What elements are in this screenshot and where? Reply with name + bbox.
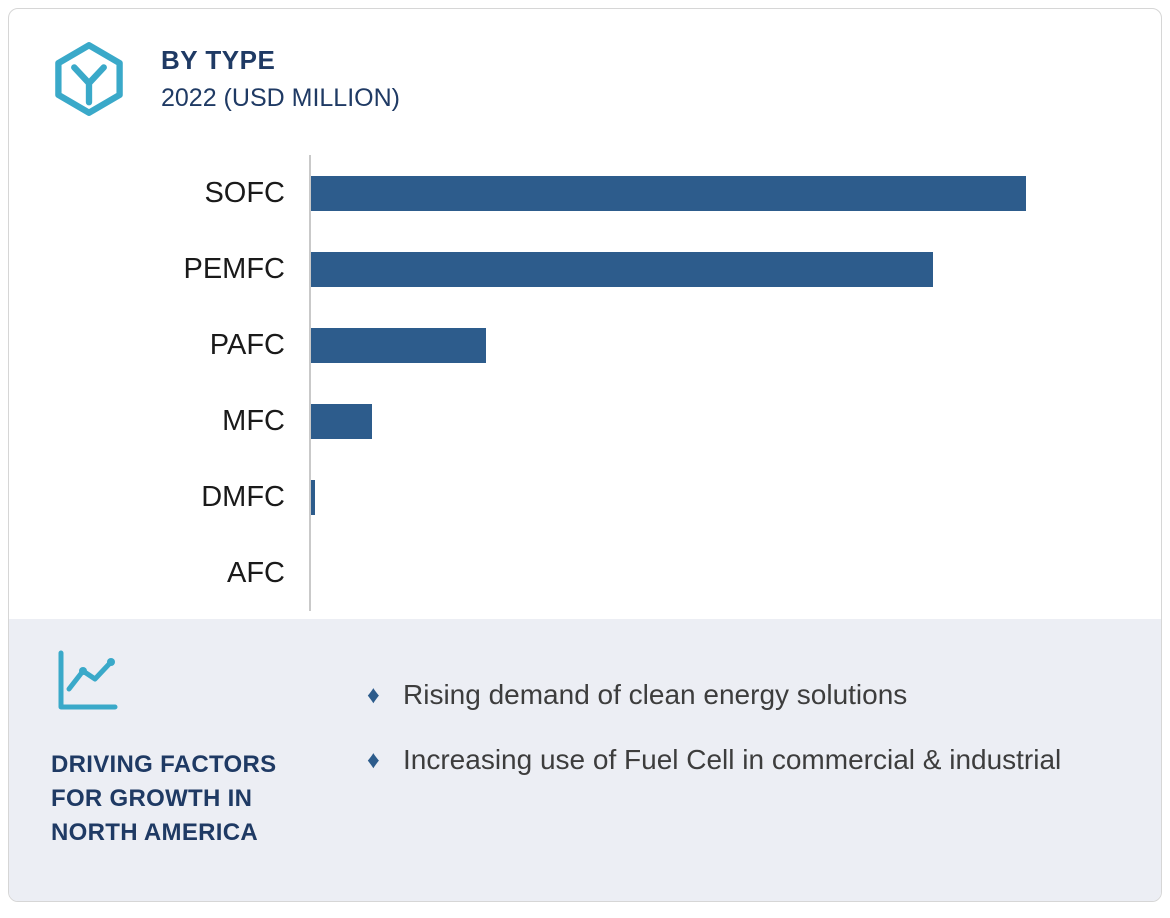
driving-factor-text: Increasing use of Fuel Cell in commercia… [403,743,1062,775]
driving-factor-text: Rising demand of clean energy solutions [403,679,908,710]
category-label: AFC [227,556,285,589]
driving-factor-item: ♦ Rising demand of clean energy solutions [367,675,1061,716]
category-label: DMFC [201,480,285,513]
driving-factors-left: DRIVING FACTORS FOR GROWTH IN NORTH AMER… [9,619,321,901]
bar-track [309,231,1119,307]
chart-row: PEMFC [9,231,1161,307]
chart-title: BY TYPE [161,45,276,75]
category-label: PEMFC [183,252,286,285]
bar [311,251,934,287]
chart-row: SOFC [9,155,1161,231]
chart-row: DMFC [9,459,1161,535]
category-label: MFC [222,404,285,437]
category-label: PAFC [209,328,285,361]
chart-header: BY TYPE 2022 (USD MILLION) [9,9,1161,117]
chart-row: MFC [9,383,1161,459]
bar-chart: SOFC PEMFC PAFC MFC DMFC AFC [9,155,1161,611]
bar [311,327,487,363]
bar-track [309,535,1119,611]
bar-track [309,307,1119,383]
bar-chart-rows: SOFC PEMFC PAFC MFC DMFC AFC [9,155,1161,611]
driving-factors-list: ♦ Rising demand of clean energy solutions… [321,619,1101,901]
driving-factors-heading: DRIVING FACTORS FOR GROWTH IN NORTH AMER… [51,751,277,847]
category-label: SOFC [204,176,285,209]
driving-factor-item: ♦ Increasing use of Fuel Cell in commerci… [367,740,1061,781]
hexagon-y-icon [55,42,123,116]
bar [311,175,1027,211]
bar-track [309,155,1119,231]
chart-row: AFC [9,535,1161,611]
chart-row: PAFC [9,307,1161,383]
line-chart-icon [58,650,118,710]
infographic-card: BY TYPE 2022 (USD MILLION) SOFC PEMFC PAFC… [8,8,1162,902]
bar-track [309,459,1119,535]
bar [311,479,315,515]
driving-factors-panel: DRIVING FACTORS FOR GROWTH IN NORTH AMER… [9,619,1161,901]
chart-title-block: BY TYPE 2022 (USD MILLION) [161,41,400,113]
bar [311,403,372,439]
chart-subtitle: 2022 (USD MILLION) [161,84,400,112]
bar-track [309,383,1119,459]
diamond-bullet-icon: ♦ [367,681,380,709]
diamond-bullet-icon: ♦ [367,745,380,774]
